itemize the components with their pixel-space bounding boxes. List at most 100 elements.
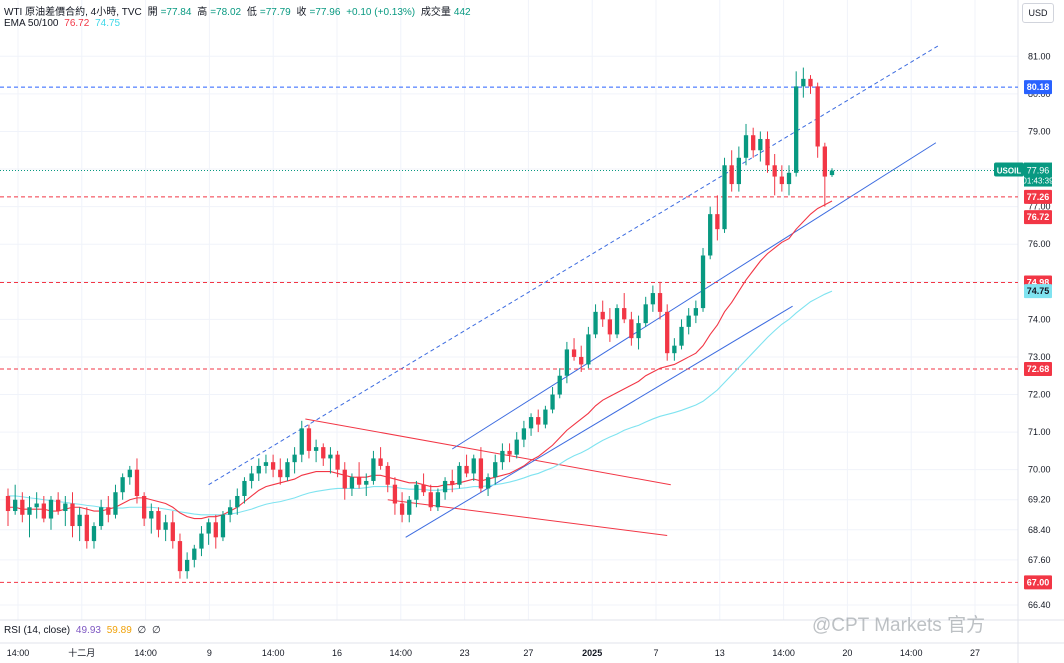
candle-body <box>149 511 154 519</box>
candle-body <box>48 499 54 519</box>
candle-body <box>342 469 347 489</box>
candle-body <box>20 499 25 515</box>
trend-upper-line <box>451 142 937 450</box>
price-label-box <box>1024 189 1052 204</box>
price-label-box <box>1024 361 1052 376</box>
ema100-line <box>8 290 833 516</box>
candle-body <box>665 311 670 354</box>
candle-body <box>98 507 104 527</box>
low-value: =77.79 <box>259 7 291 18</box>
candle-body <box>536 417 541 425</box>
candle-body <box>464 465 469 474</box>
countdown-label: 01:43:39 <box>1022 177 1054 186</box>
candle-body <box>808 78 813 87</box>
candle-body <box>134 469 140 496</box>
x-tick-label: 14:00 <box>772 648 795 658</box>
candle-body <box>192 548 197 560</box>
x-tick-label: 14:00 <box>900 648 923 658</box>
candle-body <box>421 484 426 493</box>
rsi-ma-value: 59.89 <box>106 625 132 636</box>
candle-body <box>729 165 734 185</box>
candle-body <box>450 480 455 485</box>
y-tick-label: 77.00 <box>1028 202 1051 212</box>
candle-body <box>220 514 226 538</box>
candle-body <box>63 503 68 512</box>
candle-body <box>442 480 448 493</box>
channel-upper-line <box>305 418 671 486</box>
candle-body <box>543 409 548 425</box>
candle-body <box>435 492 441 508</box>
volume-label: 成交量 <box>420 7 451 18</box>
y-tick-label: 72.00 <box>1028 390 1051 400</box>
candle-body <box>70 503 75 527</box>
high-value: =78.02 <box>210 7 242 18</box>
candle-body <box>270 462 276 470</box>
candle-body <box>693 308 699 316</box>
candle-body <box>278 469 283 478</box>
candle-body <box>213 522 218 538</box>
x-tick-label: 27 <box>523 648 533 658</box>
price-label-box <box>1024 575 1052 590</box>
candle-body <box>528 417 534 429</box>
candle-body <box>306 428 312 451</box>
x-tick-label: 27 <box>970 648 980 658</box>
candle-body <box>285 462 290 478</box>
candle-body <box>751 135 756 151</box>
candle-body <box>356 477 362 485</box>
candle-body <box>106 507 111 515</box>
candle-body <box>292 454 297 463</box>
watermark: @CPT Markets 官方 <box>812 615 986 636</box>
candle-body <box>586 334 591 365</box>
rsi-extra-2: ∅ <box>152 625 161 636</box>
candle-body <box>385 465 390 485</box>
candle-body <box>485 477 491 489</box>
trend-dashed-line <box>208 44 940 486</box>
candle-body <box>822 146 827 177</box>
candle-body <box>364 480 369 485</box>
y-tick-label: 66.40 <box>1028 600 1051 610</box>
candle-body <box>765 138 770 166</box>
symbol-tag <box>994 162 1024 177</box>
candle-body <box>779 176 784 185</box>
candle-body <box>349 477 355 489</box>
candle-body <box>514 439 519 455</box>
candle-body <box>700 255 706 309</box>
candle-body <box>428 492 433 508</box>
candle-body <box>227 507 233 515</box>
candle-body <box>614 308 620 335</box>
candle-body <box>500 450 505 463</box>
candle-body <box>184 559 190 572</box>
candle-body <box>636 323 641 339</box>
price-label-text: 74.75 <box>1027 286 1050 296</box>
candle-body <box>77 514 82 527</box>
candle-body <box>163 522 168 530</box>
candle-body <box>13 499 18 512</box>
currency-button[interactable]: USD <box>1022 3 1054 23</box>
x-tick-label: 9 <box>207 648 212 658</box>
candle-body <box>235 495 240 508</box>
y-tick-label: 74.00 <box>1028 314 1051 324</box>
candle-body <box>34 503 39 508</box>
price-label-text: 74.98 <box>1027 278 1050 288</box>
chart-legend-ema: EMA 50/100 76.72 74.75 <box>4 18 123 29</box>
candle-body <box>507 450 512 455</box>
candle-body <box>579 356 584 365</box>
candle-body <box>629 319 634 339</box>
candle-body <box>256 465 261 474</box>
last-price-label: 77.96 <box>1027 166 1050 176</box>
candle-body <box>622 308 627 320</box>
ema50-value: 76.72 <box>64 18 90 29</box>
y-tick-label: 73.00 <box>1028 352 1051 362</box>
candle-body <box>113 492 118 515</box>
candle-body <box>708 214 713 256</box>
x-tick-label: 7 <box>653 648 658 658</box>
candle-body <box>371 458 376 481</box>
candle-body <box>84 514 89 542</box>
y-tick-label: 70.00 <box>1028 465 1051 475</box>
candle-body <box>41 503 46 519</box>
candle-body <box>328 454 333 459</box>
y-tick-label: 67.60 <box>1028 555 1051 565</box>
high-label: 高 <box>197 7 208 18</box>
candle-body <box>607 319 613 335</box>
